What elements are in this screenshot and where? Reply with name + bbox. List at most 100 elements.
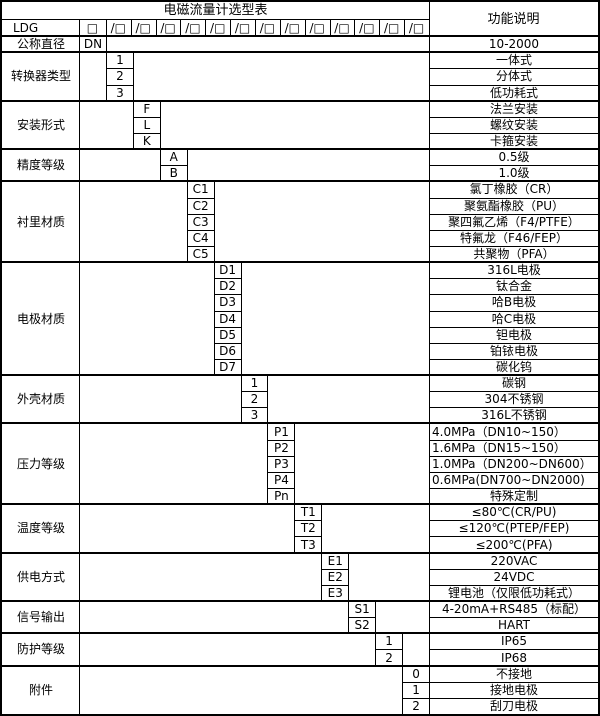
description-cell: 220VAC bbox=[490, 553, 538, 568]
code-slot-box: /□ bbox=[408, 21, 425, 36]
description-cell: 螺纹安装 bbox=[489, 117, 538, 132]
grid-line bbox=[429, 310, 598, 312]
code-cell: C3 bbox=[192, 214, 209, 229]
code-cell: K bbox=[142, 134, 151, 149]
grid-line bbox=[132, 52, 134, 101]
grid-line bbox=[429, 245, 598, 247]
code-cell: 1 bbox=[412, 682, 420, 697]
code-cell: 1 bbox=[385, 634, 393, 649]
description-cell: 低功耗式 bbox=[489, 85, 538, 100]
grid-line bbox=[2, 664, 598, 667]
model-row-label: LDG bbox=[13, 21, 39, 36]
code-cell: 2 bbox=[385, 650, 393, 665]
code-cell: 1 bbox=[116, 53, 124, 68]
grid-line bbox=[2, 551, 598, 554]
grid-line bbox=[186, 229, 214, 231]
grid-line bbox=[240, 391, 268, 393]
description-cell: 0.5级 bbox=[498, 150, 530, 165]
grid-line bbox=[2, 422, 598, 425]
code-cell: F bbox=[143, 101, 151, 116]
function-column-header: 功能说明 bbox=[487, 11, 540, 27]
grid-line bbox=[429, 116, 598, 118]
grid-line bbox=[429, 391, 598, 393]
grid-line bbox=[429, 520, 598, 522]
grid-line bbox=[329, 20, 331, 37]
code-slot-box: /□ bbox=[234, 21, 251, 36]
code-slot-box: /□ bbox=[185, 21, 201, 36]
grid-line bbox=[402, 697, 429, 699]
code-cell: 0 bbox=[412, 666, 420, 681]
code-cell: C5 bbox=[192, 247, 209, 262]
grid-line bbox=[105, 68, 133, 70]
description-cell: 4-20mA+RS485（标配） bbox=[441, 602, 587, 617]
description-cell: 碳钢 bbox=[501, 376, 526, 391]
description-cell: 4.0MPa（DN10~150） bbox=[432, 424, 566, 439]
grid-line bbox=[429, 471, 598, 473]
code-cell: P1 bbox=[273, 424, 289, 439]
description-cell: 10-2000 bbox=[488, 37, 540, 52]
description-cell: 铂铱电极 bbox=[489, 343, 538, 358]
code-cell: Pn bbox=[274, 489, 289, 504]
grid-line bbox=[429, 2, 430, 714]
grid-line bbox=[348, 601, 350, 634]
grid-line bbox=[186, 245, 214, 247]
grid-line bbox=[230, 20, 232, 37]
description-cell: HART bbox=[497, 618, 531, 633]
code-cell: P3 bbox=[273, 456, 289, 471]
grid-line bbox=[2, 148, 598, 151]
grid-line bbox=[375, 633, 377, 666]
grid-line bbox=[105, 84, 133, 86]
description-cell: IP68 bbox=[500, 650, 528, 665]
code-cell: E2 bbox=[327, 569, 343, 584]
description-cell: 聚氨酯橡胶（PU） bbox=[463, 198, 565, 213]
code-slot-box: /□ bbox=[309, 21, 325, 36]
grid-line bbox=[2, 374, 598, 377]
grid-line bbox=[354, 20, 356, 37]
grid-line bbox=[429, 213, 598, 215]
grid-line bbox=[429, 342, 598, 344]
grid-line bbox=[267, 423, 269, 505]
code-slot-box: /□ bbox=[135, 21, 151, 36]
grid-line bbox=[429, 536, 598, 538]
code-slot-box: /□ bbox=[160, 21, 176, 36]
description-cell: 0.6MPa(DN700~DN2000) bbox=[432, 472, 585, 487]
grid-line bbox=[404, 20, 406, 37]
code-cell: T2 bbox=[300, 521, 316, 536]
description-cell: ≤200℃(PFA) bbox=[475, 537, 553, 552]
description-cell: ≤120℃(PTEP/FEP) bbox=[458, 521, 570, 536]
description-cell: 304不锈钢 bbox=[484, 392, 544, 407]
grid-line bbox=[402, 633, 404, 666]
grid-line bbox=[240, 375, 242, 424]
grid-line bbox=[213, 358, 241, 360]
code-cell: 1 bbox=[250, 376, 259, 391]
grid-line bbox=[159, 100, 161, 150]
description-cell: 氯丁橡胶（CR） bbox=[469, 182, 559, 197]
code-cell: P4 bbox=[273, 472, 289, 487]
grid-line bbox=[213, 294, 241, 296]
section-label: 附件 bbox=[28, 682, 53, 697]
code-cell: E3 bbox=[327, 585, 343, 600]
grid-line bbox=[159, 149, 161, 182]
grid-line bbox=[2, 35, 598, 38]
grid-line bbox=[79, 19, 80, 714]
grid-line bbox=[429, 132, 598, 134]
code-cell: 3 bbox=[116, 85, 124, 100]
grid-line bbox=[429, 84, 598, 86]
grid-line bbox=[132, 116, 160, 118]
section-label: 电极材质 bbox=[16, 311, 65, 326]
grid-line bbox=[375, 649, 403, 651]
grid-line bbox=[213, 262, 215, 376]
grid-line bbox=[267, 455, 295, 457]
grid-line bbox=[294, 520, 322, 522]
description-cell: 卡箍安装 bbox=[489, 134, 538, 149]
code-cell: D6 bbox=[219, 343, 236, 358]
code-cell: D7 bbox=[219, 359, 236, 374]
code-cell: D2 bbox=[219, 279, 236, 294]
grid-line bbox=[429, 407, 598, 409]
code-slot-box: /□ bbox=[110, 21, 127, 36]
grid-line bbox=[429, 68, 598, 70]
description-cell: 钽电极 bbox=[495, 327, 532, 342]
grid-line bbox=[155, 20, 157, 37]
section-label: 安装形式 bbox=[16, 117, 65, 132]
grid-line bbox=[402, 665, 404, 714]
